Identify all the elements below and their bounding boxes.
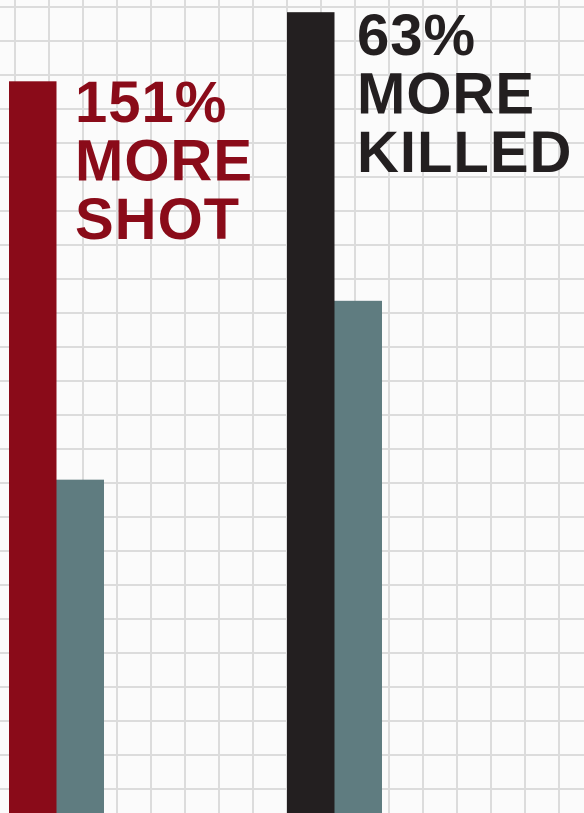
- bar: [9, 81, 57, 813]
- bar: [334, 300, 382, 813]
- annotation-line: 151%: [75, 70, 227, 135]
- bar: [287, 12, 335, 813]
- annotation-line: 63%: [357, 3, 476, 68]
- annotation-line: MORE: [357, 62, 535, 127]
- annotation-line: KILLED: [357, 120, 572, 185]
- annotation-line: SHOT: [75, 187, 240, 252]
- bar: [56, 479, 104, 813]
- annotation-line: MORE: [75, 129, 253, 194]
